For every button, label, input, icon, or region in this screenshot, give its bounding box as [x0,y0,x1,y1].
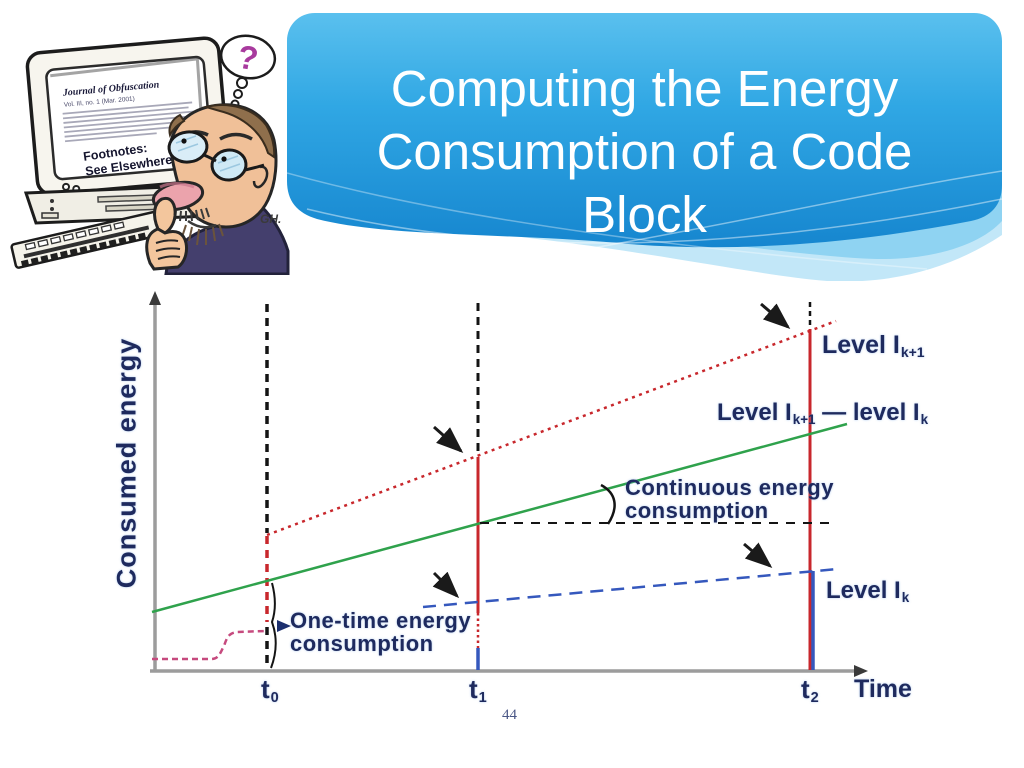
label-onetime-line2: consumption [290,631,434,656]
pupil-left [181,138,187,144]
y-axis-arrowhead [149,291,161,305]
case-led [50,207,54,211]
case-led [50,199,54,203]
y-axis-label: Consumed energy [111,337,142,589]
goatee [181,219,224,246]
thought-bubble: ? [219,34,277,117]
glasses [167,130,265,182]
onetime-brace [270,582,277,669]
arrow-t2-level-k1 [760,302,791,329]
title-banner [287,13,1002,281]
bubble-dot [236,77,248,89]
tick-t0-base: t [261,674,270,704]
tick-t2-sub: 2 [810,690,819,707]
tick-t2: t2 [801,674,819,707]
banner-body [287,13,1002,248]
finger-lines [155,239,181,260]
case-button [41,212,59,219]
slide-title-line1: Computing the Energy [390,60,899,117]
cartoon-illustration: ? Journal of Obfuscation Vol. III, no. 1… [10,34,290,275]
label-level-diff: Level Ik+1 — level Ik [717,399,928,427]
label-continuous-line2: consumption [625,498,769,523]
label-level-k1-sub: k+1 [900,344,925,361]
eyebrow-right [219,132,253,141]
pupil-right [221,156,227,162]
continuous-angle-arc [600,483,616,525]
tick-t1: t1 [469,674,487,707]
hand [145,196,188,271]
arrow-t1-level-k [432,571,460,599]
banner-accent-line-1 [306,198,1002,244]
x-axis-label: Time [854,675,912,703]
label-onetime-line1: One-time energy [290,608,472,633]
ear [252,165,269,189]
slide-title-line3: Block [582,186,707,243]
banner-accent-line-3 [586,170,1002,250]
x-axis-arrowhead [854,665,868,677]
level-diff-line [151,422,848,614]
label-level-k-text: Level I [826,577,901,604]
page-number: 44 [502,707,517,723]
keyboard [10,210,166,269]
label-continuous-energy: Continuous energy consumption [625,476,834,522]
thumb [153,196,177,235]
artist-signature: GH. [260,212,281,226]
level-k-line [422,567,839,609]
tick-t0: t0 [261,674,279,707]
label-level-k1-text: Level I [822,331,900,359]
label-level-diff-sub1: k+1 [792,412,816,428]
tick-t1-sub: 1 [478,690,487,707]
lens-glint-right [217,155,241,172]
label-level-k: Level Ik [826,577,909,605]
label-level-diff-text1: Level I [717,399,792,426]
hair-left [168,113,186,138]
banner-accent-line-2 [287,172,928,270]
hair [202,104,276,159]
keyboard-keys-row [24,221,125,251]
onetime-pointer-arrowhead [277,620,291,632]
label-continuous-line1: Continuous energy [625,475,834,500]
tick-t2-base: t [801,674,810,704]
arrow-t1-level-k1 [433,425,464,453]
keyboard-front-keys [20,232,146,266]
label-level-k-sub: k [901,590,910,606]
glasses-bridge [203,153,217,163]
tick-t1-base: t [469,674,478,704]
screen-body-text-lines [62,101,195,143]
tick-t0-sub: 0 [270,690,279,707]
onetime-energy-line [152,629,267,661]
glasses-arm [244,163,265,172]
nose-shading [159,182,195,189]
label-level-diff-text2: — level I [815,399,920,426]
slide-title-line2: Consumption of a Code [376,123,913,180]
label-onetime-energy: One-time energy consumption [290,609,471,655]
bubble-dot [233,89,243,99]
label-level-diff-sub2: k [920,412,929,428]
man: GH. [145,103,290,275]
label-level-k1: Level Ik+1 [822,331,925,360]
slide-title: Computing the Energy Consumption of a Co… [287,57,1002,246]
keyboard-key-bar [23,225,150,259]
arrow-t2-level-k [743,542,773,568]
